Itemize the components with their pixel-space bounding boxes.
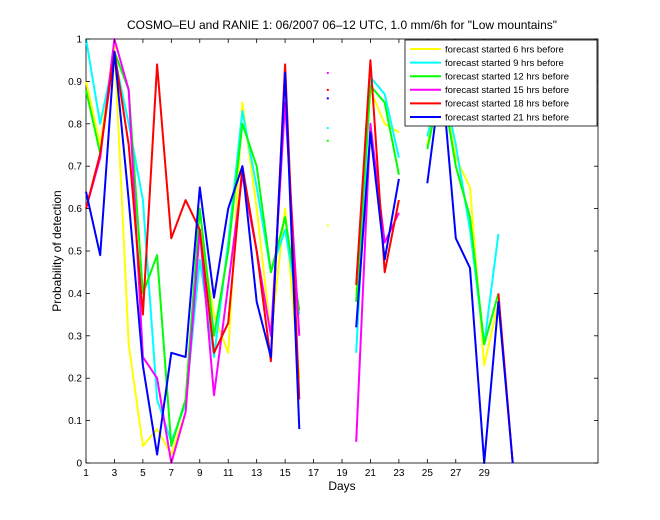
x-tick-label: 7 [169, 468, 175, 479]
legend-label: forecast started 21 hrs before [445, 112, 569, 123]
legend: forecast started 6 hrs before forecast st… [404, 39, 598, 127]
legend-label: forecast started 12 hrs before [445, 72, 569, 83]
x-tick-label: 19 [336, 468, 348, 479]
legend-label: forecast started 9 hrs before [445, 58, 564, 69]
series-line [85, 38, 400, 464]
series-segment [355, 122, 400, 442]
x-tick-label: 15 [280, 468, 292, 479]
y-tick-label: 0.9 [68, 77, 82, 88]
y-tick-label: 0.1 [68, 416, 82, 427]
x-tick-label: 5 [140, 468, 146, 479]
x-tick-label: 9 [197, 468, 203, 479]
x-tick-label: 13 [251, 468, 263, 479]
x-tick-label: 1 [83, 468, 89, 479]
x-tick-label: 17 [308, 468, 320, 479]
x-tick-label: 25 [422, 468, 434, 479]
x-tick-label: 21 [365, 468, 377, 479]
series-layer [85, 38, 514, 464]
y-tick-label: 0.5 [68, 247, 82, 258]
y-tick-label: 0.8 [68, 119, 82, 130]
legend-box [404, 39, 598, 127]
legend-label: forecast started 18 hrs before [445, 99, 569, 110]
x-axis-label: Days [328, 479, 355, 493]
x-tick-label: 23 [393, 468, 405, 479]
ticks-layer: 1 3 5 7 9 11 13 15 17 19 21 23 25 27 2900.10.20.30.40.… [68, 35, 598, 479]
x-tick-label: 29 [479, 468, 491, 479]
y-tick-label: 0.7 [68, 162, 82, 173]
chart-title: COSMO–EU and RANIE 1: 06/2007 06–12 UTC,… [127, 18, 557, 32]
legend-entry: forecast started 21 hrs before [410, 112, 569, 123]
legend-entry: forecast started 12 hrs before [410, 72, 569, 83]
legend-entry: forecast started 9 hrs before [410, 58, 564, 69]
x-tick-label: 11 [223, 468, 234, 479]
legend-label: forecast started 15 hrs before [445, 85, 569, 96]
x-tick-label: 27 [450, 468, 462, 479]
series-segment [355, 59, 400, 285]
series-segment [85, 50, 301, 447]
y-tick-label: 0.3 [68, 331, 82, 342]
series-segment [355, 131, 400, 328]
legend-label: forecast started 6 hrs before [445, 44, 564, 55]
x-tick-label: 3 [112, 468, 118, 479]
series-segment [85, 50, 301, 400]
y-axis-label: Probability of detection [50, 190, 64, 311]
legend-entry: forecast started 15 hrs before [410, 85, 569, 96]
legend-entry: forecast started 18 hrs before [410, 99, 569, 110]
y-tick-label: 0.4 [68, 289, 82, 300]
y-tick-label: 0.6 [68, 204, 82, 215]
series-segment [355, 76, 400, 353]
series-segment [85, 50, 301, 456]
series-segment [85, 38, 301, 464]
y-tick-label: 1 [76, 35, 82, 46]
y-tick-label: 0.2 [68, 374, 82, 385]
legend-entry: forecast started 6 hrs before [410, 44, 564, 55]
series-segment [355, 84, 400, 302]
y-tick-label: 0 [76, 459, 82, 470]
